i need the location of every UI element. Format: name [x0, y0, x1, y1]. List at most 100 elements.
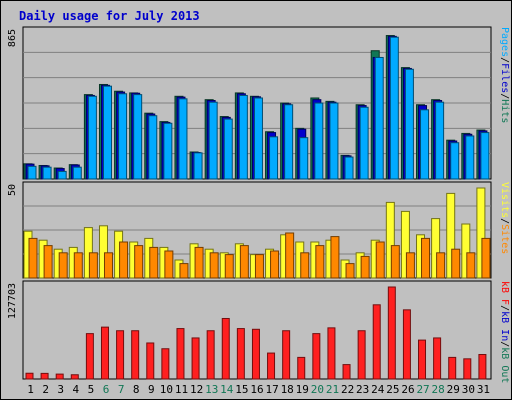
bottom-bar-kbytes — [297, 356, 306, 380]
middle-bar-sites — [285, 232, 295, 279]
middle-bar-visits — [431, 218, 441, 279]
day-label: 17 — [265, 383, 278, 396]
top-bar-pages — [329, 102, 339, 180]
bottom-bar-kbytes — [221, 317, 230, 380]
chart-title: Daily usage for July 2013 — [19, 9, 200, 23]
day-label: 2 — [42, 383, 49, 396]
bottom-bar-kbytes — [116, 330, 125, 380]
day-label: 9 — [148, 383, 155, 396]
middle-bar-sites — [149, 246, 159, 279]
day-label: 26 — [401, 383, 414, 396]
middle-bar-sites — [330, 236, 340, 279]
day-label: 1 — [27, 383, 34, 396]
middle-bar-sites — [164, 250, 174, 279]
middle-bar-sites — [315, 245, 325, 279]
top-bar-pages — [193, 152, 203, 180]
top-bar-pages — [27, 165, 37, 180]
bottom-bar-kbytes — [402, 309, 411, 380]
bottom-legend-part: kB Out — [499, 347, 510, 383]
middle-legend-label: Visits/Sites — [499, 182, 510, 254]
bottom-bar-kbytes — [267, 352, 276, 380]
middle-bar-visits — [446, 192, 456, 279]
day-label: 8 — [133, 383, 140, 396]
bottom-bar-kbytes — [372, 304, 381, 380]
day-label: 29 — [447, 383, 460, 396]
day-label: 10 — [160, 383, 173, 396]
top-bar-pages — [223, 118, 233, 180]
middle-bar-sites — [300, 252, 310, 279]
top-bar-pages — [238, 94, 248, 180]
top-bar-pages — [344, 156, 354, 180]
bottom-bar-kbytes — [191, 337, 200, 380]
middle-bar-sites — [436, 252, 446, 279]
top-bar-pages — [253, 97, 263, 180]
bottom-bar-kbytes — [206, 330, 215, 380]
day-label: 16 — [250, 383, 263, 396]
middle-bar-visits — [98, 225, 108, 279]
bottom-bar-kbytes — [433, 337, 442, 380]
top-bar-pages — [102, 85, 112, 180]
middle-bar-sites — [134, 245, 144, 279]
middle-bar-sites — [390, 245, 400, 279]
top-bar-pages — [133, 94, 143, 180]
middle-bar-sites — [58, 252, 68, 279]
day-label: 28 — [432, 383, 445, 396]
day-label: 7 — [118, 383, 125, 396]
top-legend-part: / — [499, 57, 510, 63]
top-bar-pages — [42, 166, 52, 180]
bottom-bar-kbytes — [312, 333, 321, 380]
day-label: 4 — [73, 383, 80, 396]
bottom-bar-kbytes — [146, 342, 155, 380]
bottom-legend-part: kB F — [499, 281, 510, 305]
top-bar-pages — [148, 115, 158, 180]
top-bar-pages — [269, 136, 279, 180]
bottom-bar-kbytes — [40, 372, 49, 380]
middle-bar-sites — [421, 237, 431, 279]
bottom-bar-kbytes — [327, 327, 336, 380]
bottom-bar-kbytes — [342, 364, 351, 380]
bottom-bar-kbytes — [131, 330, 140, 380]
middle-bar-sites — [481, 237, 491, 279]
middle-bar-sites — [73, 252, 83, 279]
middle-bar-sites — [43, 245, 53, 279]
bottom-bar-kbytes — [161, 348, 170, 380]
top-bar-pages — [163, 122, 173, 180]
bottom-legend-part: / — [499, 305, 510, 311]
day-label: 15 — [235, 383, 248, 396]
middle-bar-sites — [119, 241, 129, 279]
top-bar-pages — [208, 101, 218, 180]
middle-bar-sites — [405, 252, 415, 279]
middle-bar-sites — [451, 248, 461, 279]
top-bar-pages — [118, 93, 128, 180]
day-label: 20 — [311, 383, 324, 396]
bottom-bar-kbytes — [478, 354, 487, 380]
top-bar-pages — [72, 166, 82, 180]
day-label: 22 — [341, 383, 354, 396]
day-label: 19 — [296, 383, 309, 396]
middle-legend-part: Visits — [499, 182, 510, 218]
top-bar-pages — [465, 135, 475, 180]
day-label: 12 — [190, 383, 203, 396]
day-label: 23 — [356, 383, 369, 396]
bottom-bar-kbytes — [70, 374, 79, 380]
day-label: 6 — [103, 383, 110, 396]
top-bar-pages — [87, 95, 97, 180]
top-bar-pages — [420, 109, 430, 180]
bottom-bar-kbytes — [251, 328, 260, 380]
day-label: 21 — [326, 383, 339, 396]
middle-bar-sites — [375, 241, 385, 279]
middle-bar-sites — [209, 252, 219, 279]
middle-bar-visits — [400, 210, 410, 279]
middle-bar-visits — [385, 201, 395, 279]
top-bar-pages — [299, 137, 309, 180]
top-legend-part: Hits — [499, 99, 510, 123]
bottom-bar-kbytes — [85, 333, 94, 380]
day-label: 18 — [281, 383, 294, 396]
top-bar-pages — [57, 170, 67, 180]
middle-bar-sites — [224, 254, 234, 279]
middle-ymax-label: 50 — [7, 184, 18, 196]
bottom-bar-kbytes — [100, 326, 109, 380]
top-bar-pages — [314, 102, 324, 180]
